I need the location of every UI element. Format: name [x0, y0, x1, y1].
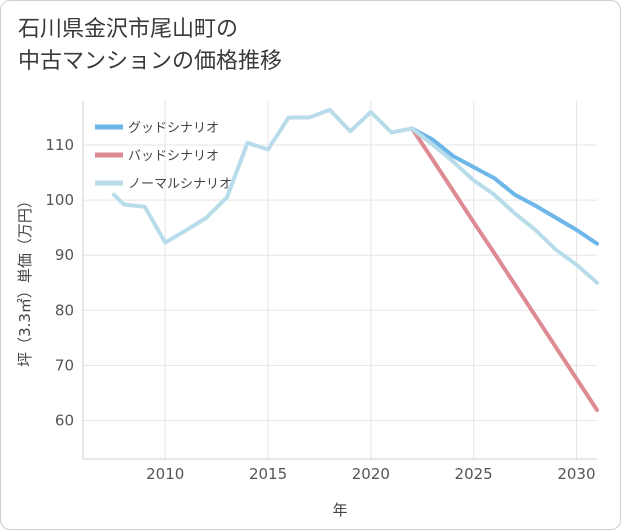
x-axis-label: 年: [332, 501, 347, 519]
legend-good-label: グッドシナリオ: [128, 121, 219, 136]
x-tick-label: 2015: [249, 465, 287, 483]
y-tick-label: 100: [45, 191, 74, 209]
x-tick-labels: 2010 2015 2020 2025 2030: [146, 465, 595, 483]
x-tick-label: 2010: [146, 465, 184, 483]
plot-area: [111, 107, 599, 412]
y-tick-label: 80: [55, 301, 74, 319]
x-tick-label: 2025: [455, 465, 493, 483]
x-tick-label: 2030: [557, 465, 595, 483]
title-line-1: 石川県金沢市尾山町の: [18, 17, 239, 42]
y-tick-label: 110: [45, 136, 74, 154]
legend-bad-label: バッドシナリオ: [128, 149, 219, 164]
y-tick-label: 70: [55, 356, 74, 374]
y-tick-label: 60: [55, 411, 74, 429]
legend-normal-label: ノーマルシナリオ: [128, 177, 232, 192]
y-tick-labels: 60 70 80 90 100 110: [45, 136, 74, 429]
y-tick-label: 90: [55, 246, 74, 264]
title-line-2: 中古マンションの価格推移: [18, 49, 283, 74]
axes: [82, 101, 597, 460]
chart-title: 石川県金沢市尾山町の 中古マンションの価格推移: [18, 14, 282, 78]
normal-scenario-line: [111, 107, 599, 285]
grid-lines: [83, 101, 597, 459]
y-axis-label: 坪（3.3㎡）単価（万円）: [16, 193, 34, 367]
good-scenario-line: [409, 126, 599, 246]
bad-scenario-line: [409, 126, 599, 412]
x-tick-label: 2020: [352, 465, 390, 483]
